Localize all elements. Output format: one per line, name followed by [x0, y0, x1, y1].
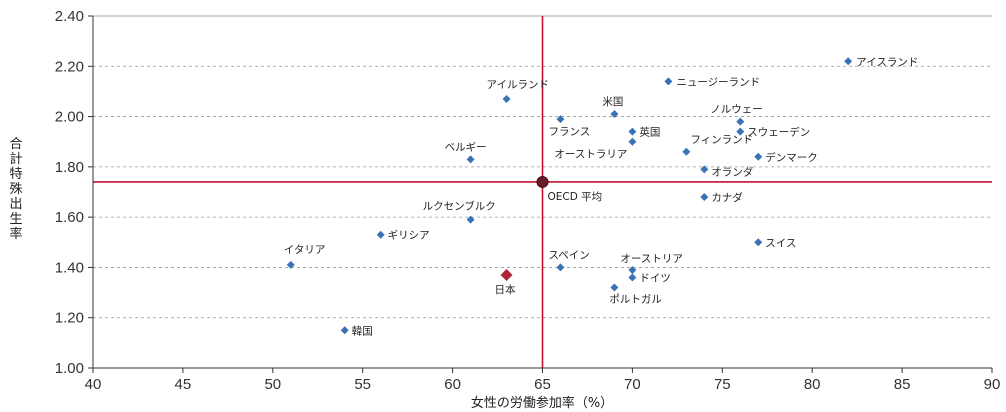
y-tick-label: 2.40	[55, 8, 84, 25]
point-label: オーストリア	[620, 253, 682, 265]
oecd-average-point	[536, 175, 549, 188]
point-label: スウェーデン	[747, 126, 810, 139]
data-point	[502, 94, 511, 103]
data-point	[376, 230, 385, 239]
point-label: 日本	[495, 283, 516, 296]
y-tick-label: 2.00	[55, 109, 84, 126]
x-tick-label: 70	[624, 376, 641, 393]
y-tick-label: 1.60	[55, 209, 84, 226]
data-point	[754, 238, 763, 247]
point-label: フィンランド	[690, 134, 753, 146]
x-tick-label: 40	[85, 376, 102, 393]
data-points	[286, 57, 853, 335]
point-label: アイスランド	[856, 56, 918, 68]
point-label: デンマーク	[765, 151, 818, 164]
x-axis-title: 女性の労働参加率（%）	[471, 395, 613, 411]
point-label: ルクセンブルク	[423, 200, 496, 213]
axes: 1.00 1.20 1.40 1.60 1.80 2.00 2.20 2.40 40 45 50 55…	[55, 8, 1001, 393]
data-point	[736, 127, 745, 136]
point-label: アイルランド	[487, 79, 549, 91]
data-point	[610, 110, 619, 119]
data-point	[556, 263, 565, 272]
point-label: ギリシア	[388, 230, 430, 242]
point-label: 米国	[602, 95, 623, 108]
data-point	[736, 117, 745, 126]
data-point	[754, 152, 763, 161]
data-point	[610, 283, 619, 292]
x-tick-label: 60	[444, 376, 461, 393]
data-point	[700, 193, 709, 202]
data-point	[628, 265, 637, 274]
data-point	[466, 215, 475, 224]
point-label: フランス	[548, 126, 590, 138]
y-axis-title-group: 合計特殊出生率	[9, 137, 22, 242]
data-point	[682, 147, 691, 156]
y-tick-label: 2.20	[55, 58, 84, 75]
point-label: ニュージーランド	[676, 76, 760, 88]
data-point	[844, 57, 853, 66]
reference-lines	[93, 16, 992, 368]
y-tick-label: 1.00	[55, 360, 84, 377]
data-point	[664, 77, 673, 86]
x-tick-label: 50	[264, 376, 281, 393]
x-tick-label: 45	[175, 376, 192, 393]
point-label: ノルウェー	[710, 104, 763, 116]
x-tick-label: 65	[534, 376, 551, 393]
x-tick-label: 55	[354, 376, 371, 393]
y-axis-title: 合計特殊出生率	[9, 137, 22, 242]
point-label: スイス	[765, 237, 796, 249]
point-label: ポルトガル	[609, 294, 662, 306]
point-label: カナダ	[711, 191, 743, 204]
japan-point	[500, 268, 513, 281]
data-point	[700, 165, 709, 174]
point-label: ベルギー	[445, 141, 487, 153]
data-point	[556, 115, 565, 124]
point-label: スペイン	[548, 249, 589, 261]
x-tick-label: 90	[984, 376, 1001, 393]
y-tick-label: 1.40	[55, 259, 84, 276]
data-point	[628, 127, 637, 136]
y-tick-label: 1.20	[55, 310, 84, 327]
x-tick-label: 75	[714, 376, 731, 393]
point-label: オランダ	[711, 165, 753, 178]
data-point	[628, 273, 637, 282]
x-tick-label: 85	[894, 376, 911, 393]
data-point	[340, 326, 349, 335]
x-tick-label: 80	[804, 376, 821, 393]
y-tick-label: 1.80	[55, 159, 84, 176]
point-label: イタリア	[284, 244, 326, 256]
point-label: 韓国	[352, 325, 373, 337]
data-point	[628, 137, 637, 146]
point-label: ドイツ	[639, 272, 671, 284]
data-point	[466, 155, 475, 164]
point-label: 英国	[639, 126, 660, 139]
data-point	[286, 260, 295, 269]
point-label: オーストラリア	[554, 149, 627, 161]
point-label: OECD 平均	[548, 191, 603, 203]
